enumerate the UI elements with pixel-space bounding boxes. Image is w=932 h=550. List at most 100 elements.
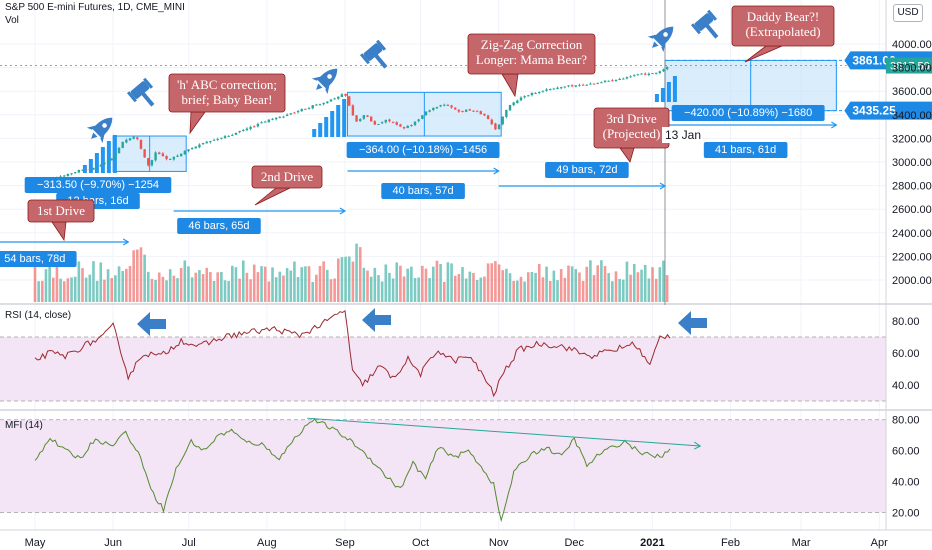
gavel-icon-cap	[143, 77, 154, 89]
rsi-pane-title: RSI (14, close)	[5, 310, 71, 321]
gavel-icon-cap	[376, 39, 387, 51]
volume-bar	[322, 261, 325, 302]
callout-baby-bear: 'h' ABC correction;brief; Baby Bear!	[168, 73, 286, 135]
price-tick-label: 2800.00	[892, 181, 932, 193]
candle-body	[523, 96, 526, 98]
candle-body	[264, 121, 267, 123]
volume-label: Vol	[5, 15, 19, 26]
candle-body	[245, 128, 249, 131]
candle-body	[114, 153, 117, 159]
volume-bar	[585, 266, 589, 302]
candle-body	[253, 126, 256, 128]
gavel-icon-cap	[359, 53, 370, 65]
candle-body	[508, 105, 512, 111]
momentum-bar	[88, 159, 93, 173]
candle-body	[472, 110, 475, 112]
proj-bottom-tag-text: 3435.25	[852, 104, 896, 118]
time-tick-label: May	[25, 537, 46, 549]
volume-bar	[369, 276, 373, 302]
volume-bar	[223, 280, 227, 302]
candle-body	[260, 122, 263, 124]
volume-bar	[461, 267, 464, 302]
volume-bar	[59, 278, 62, 302]
volume-bar	[183, 260, 187, 302]
volume-bar	[70, 277, 73, 302]
candle-body	[329, 99, 333, 102]
candle-body	[337, 96, 340, 99]
volume-bar	[132, 250, 135, 302]
candle-body	[293, 112, 296, 114]
candle-body	[359, 119, 362, 122]
gavel-icon-handle	[141, 91, 155, 107]
time-tick-label: Nov	[489, 537, 509, 549]
candle-body	[636, 74, 640, 76]
candle-body	[497, 124, 501, 130]
candle-body	[421, 115, 424, 119]
candle-body	[117, 147, 121, 154]
candle-body	[410, 124, 413, 126]
candle-body	[282, 116, 285, 118]
symbol-title: S&P 500 E-mini Futures, 1D, CME_MINI	[5, 2, 185, 13]
candle-body	[106, 160, 110, 163]
callout-3rd-drive: 3rd Drive(Projected)	[593, 107, 670, 163]
range-line-1-arrow	[122, 238, 130, 246]
momentum-bar	[82, 165, 87, 173]
gavel-icon-cap	[707, 9, 718, 21]
callout-2nd-drive: 2nd Drive	[251, 165, 323, 206]
volume-bar	[271, 267, 274, 302]
candle-body	[362, 115, 366, 119]
mfi-line	[34, 417, 671, 523]
rocket-icon-window	[102, 123, 107, 128]
candle-body	[486, 115, 490, 120]
label-r2-bars-text: 46 bars, 65d	[188, 220, 249, 232]
time-tick-label: Jun	[104, 537, 122, 549]
candle-body	[158, 152, 161, 155]
candle-body	[402, 127, 406, 129]
candle-body	[450, 105, 453, 108]
candle-body	[271, 118, 274, 120]
candle-body	[70, 173, 73, 175]
callout-daddy-bear: Daddy Bear?!(Extrapolated)	[731, 5, 835, 63]
candle-body	[344, 93, 347, 96]
rsi-line	[34, 309, 671, 398]
volume-bar	[505, 268, 508, 302]
volume-bar	[479, 277, 483, 302]
callout-mama-bear-box	[467, 33, 596, 75]
volume-bar	[77, 261, 81, 302]
candle-body	[285, 114, 289, 116]
label-m3-bars	[703, 142, 788, 158]
time-tick-label: Jul	[182, 537, 196, 549]
candle-body	[227, 135, 230, 137]
volume-bar	[567, 265, 570, 302]
candle-body	[300, 108, 303, 112]
gavel-icon-head	[363, 43, 383, 61]
volume-bar	[578, 272, 581, 302]
volume-bar	[530, 271, 534, 302]
rsi-tick-label: 80.00	[892, 316, 920, 328]
volume-bar	[600, 260, 603, 302]
callout-daddy-bear-line: Daddy Bear?!	[747, 9, 820, 24]
volume-bar	[494, 261, 497, 302]
volume-bar	[475, 279, 479, 302]
candle-body	[249, 126, 252, 130]
volume-bar	[136, 249, 139, 302]
candle-body	[176, 155, 179, 157]
range-line-4-arrow	[659, 182, 667, 190]
volume-bar	[391, 278, 395, 302]
candle-body	[223, 136, 227, 139]
callout-3rd-drive-line: (Projected)	[603, 126, 661, 141]
currency-button[interactable]: USD	[893, 4, 923, 22]
rocket-icon-body	[317, 68, 338, 89]
volume-bar	[179, 268, 183, 302]
volume-bar	[99, 262, 103, 302]
volume-bar	[658, 267, 662, 302]
volume-bar	[329, 279, 333, 302]
label-r1-bars-text: 54 bars, 78d	[4, 253, 65, 265]
volume-bar	[464, 278, 468, 302]
volume-bar	[209, 272, 212, 302]
candle-body	[443, 104, 446, 106]
candle-body	[406, 125, 409, 129]
volume-bar	[227, 280, 230, 302]
label-m3-change-text: −420.00 (−10.89%) −1680	[684, 107, 812, 119]
